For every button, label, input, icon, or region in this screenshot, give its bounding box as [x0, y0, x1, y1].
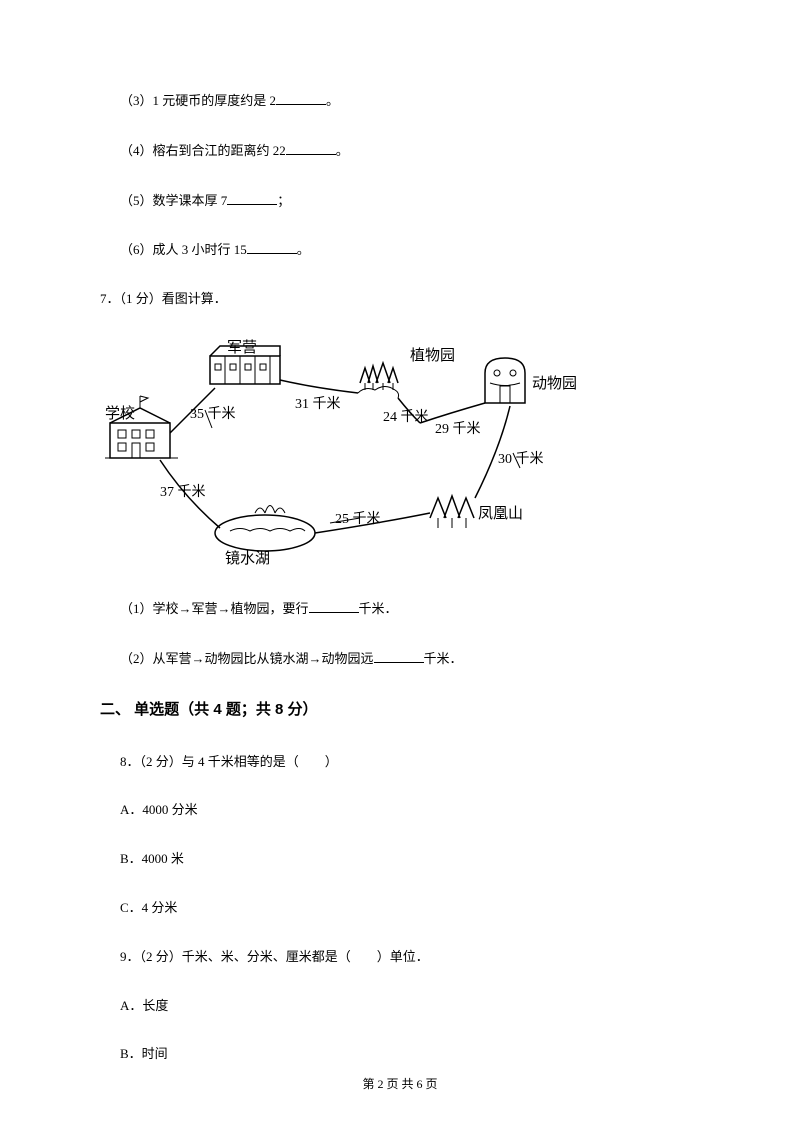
- section-2-title: 二、 单选题（共 4 题；共 8 分）: [100, 698, 700, 722]
- question-7-1: （1）学校→军营→植物园，要行 千米．: [100, 598, 700, 620]
- jingshuihu-icon: [215, 505, 315, 551]
- q9-option-a[interactable]: A．长度: [100, 996, 700, 1017]
- question-3: （3）1 元硬币的厚度约是 2 。: [100, 90, 700, 112]
- dist-31: 31 千米: [295, 396, 341, 412]
- q7-1-prefix: （1）学校→军营→植物园，要行: [120, 601, 309, 616]
- zhiwuyuan-label: 植物园: [410, 347, 455, 364]
- q5-suffix: ；: [277, 193, 290, 208]
- question-4: （4）榕右到合江的距离约 22 。: [100, 140, 700, 162]
- q9-option-b[interactable]: B．时间: [100, 1044, 700, 1065]
- map-diagram: 军营 植物园 动物园: [100, 338, 700, 568]
- xuexiao-label: 学校: [105, 405, 135, 422]
- map-svg: 军营 植物园 动物园: [100, 338, 610, 568]
- dongwuyuan-label: 动物园: [532, 375, 577, 392]
- fenghuangshan-label: 凤凰山: [478, 505, 523, 522]
- dist-29: 29 千米: [435, 421, 481, 437]
- q4-prefix: （4）榕右到合江的距离约 22: [120, 143, 286, 158]
- q7-2-suffix: 千米．: [424, 651, 463, 666]
- question-8: 8．（2 分）与 4 千米相等的是（ ）: [100, 752, 700, 773]
- junying-label: 军营: [227, 339, 257, 356]
- q5-prefix: （5）数学课本厚 7: [120, 193, 227, 208]
- q8-option-b[interactable]: B．4000 米: [100, 849, 700, 870]
- q7-2-blank[interactable]: [374, 648, 424, 663]
- question-6: （6）成人 3 小时行 15 。: [100, 239, 700, 261]
- q7-2-prefix: （2）从军营→动物园比从镜水湖→动物园远: [120, 651, 374, 666]
- dist-25: 25 千米: [335, 511, 381, 527]
- q6-prefix: （6）成人 3 小时行 15: [120, 242, 247, 257]
- q5-blank[interactable]: [227, 190, 277, 205]
- jingshuihu-label: 镜水湖: [225, 549, 270, 567]
- q3-prefix: （3）1 元硬币的厚度约是 2: [120, 93, 276, 108]
- dist-37: 37 千米: [160, 484, 206, 500]
- q9-text: 9．（2 分）千米、米、分米、厘米都是（ ）单位．: [120, 949, 429, 964]
- dist-30: 30 千米: [498, 451, 544, 467]
- q4-suffix: 。: [336, 143, 349, 158]
- question-5: （5）数学课本厚 7 ；: [100, 190, 700, 212]
- q6-suffix: 。: [297, 242, 310, 257]
- q8-option-c[interactable]: C．4 分米: [100, 898, 700, 919]
- dist-35: 35 千米: [190, 406, 236, 422]
- q3-suffix: 。: [326, 93, 339, 108]
- q7-1-suffix: 千米．: [359, 601, 398, 616]
- q3-blank[interactable]: [276, 90, 326, 105]
- q4-blank[interactable]: [286, 140, 336, 155]
- dongwuyuan-icon: [485, 358, 525, 403]
- path-junying-zhiwuyuan: [280, 380, 358, 393]
- page-footer: 第 2 页 共 6 页: [0, 1075, 800, 1092]
- dist-24: 24 千米: [383, 409, 429, 425]
- q6-blank[interactable]: [247, 239, 297, 254]
- question-7: 7．（1 分）看图计算．: [100, 289, 700, 310]
- question-9: 9．（2 分）千米、米、分米、厘米都是（ ）单位．: [100, 947, 700, 968]
- question-7-2: （2）从军营→动物园比从镜水湖→动物园远 千米．: [100, 648, 700, 670]
- q8-text: 8．（2 分）与 4 千米相等的是（ ）: [120, 754, 338, 769]
- q7-text: 7．（1 分）看图计算．: [100, 291, 227, 306]
- q7-1-blank[interactable]: [309, 598, 359, 613]
- path-mid-dongwuyuan: [420, 403, 485, 423]
- zhiwuyuan-icon: [358, 363, 399, 398]
- page-content: （3）1 元硬币的厚度约是 2 。 （4）榕右到合江的距离约 22 。 （5）数学课…: [0, 0, 800, 1065]
- q8-option-a[interactable]: A．4000 分米: [100, 800, 700, 821]
- fenghuangshan-icon: [430, 496, 474, 528]
